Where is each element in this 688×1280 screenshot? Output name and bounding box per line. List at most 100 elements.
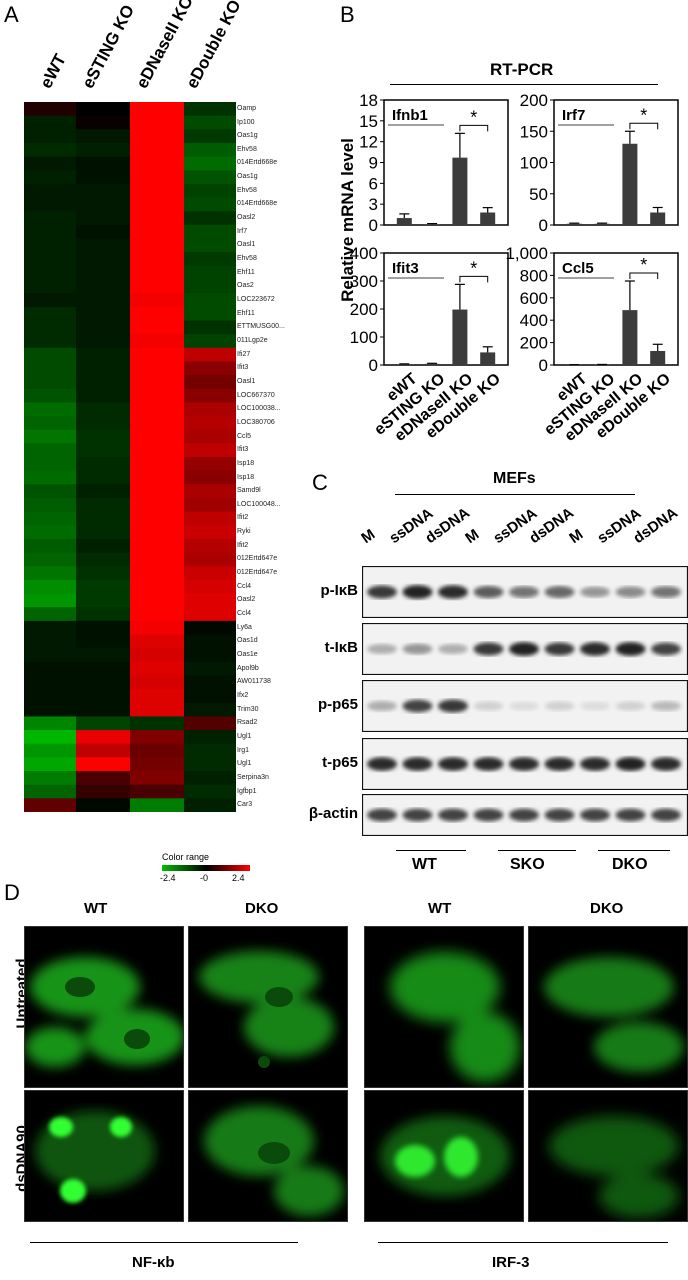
- heatmap-cell: [184, 388, 236, 403]
- heatmap-cell: [184, 702, 236, 718]
- blot-band: [651, 586, 681, 598]
- bar: [480, 352, 496, 365]
- heatmap-cell: [76, 361, 130, 376]
- signif-star: *: [470, 107, 477, 127]
- blot-band: [367, 808, 397, 822]
- gene-label: Ehf11: [237, 309, 255, 317]
- heatmap-cell: [130, 265, 184, 281]
- blot-band: [615, 701, 646, 711]
- signif-bracket: [459, 275, 489, 283]
- bar: [452, 309, 468, 365]
- blot-band: [473, 642, 504, 656]
- heatmap-cell: [130, 252, 184, 267]
- chart-name: Ifnb1: [392, 107, 428, 124]
- gene-label: Ly6a: [237, 623, 252, 631]
- heatmap-cell: [184, 620, 236, 636]
- heatmap-cell: [24, 224, 76, 240]
- blot-band: [367, 700, 397, 712]
- blot-band: [473, 808, 504, 822]
- heatmap-cell: [76, 743, 130, 758]
- heatmap-cell: [130, 620, 184, 636]
- heatmap-cell: [24, 306, 76, 322]
- gene-label: Ifit2: [237, 541, 249, 549]
- heatmap-cell: [184, 457, 236, 472]
- blot-band: [580, 757, 610, 771]
- heatmap-cell: [24, 525, 76, 540]
- group-label-dko: DKO: [612, 856, 648, 873]
- bar: [396, 218, 412, 225]
- heatmap-cell: [24, 511, 76, 526]
- bar-chart-ifnb1: 0 3 69 12 15 18 * Ifnb1: [359, 91, 509, 235]
- heatmap-cell: [24, 183, 76, 199]
- gene-label: Oasl1: [237, 377, 256, 385]
- heatmap-cell: [24, 443, 76, 458]
- bar: [566, 223, 582, 225]
- heatmap-cell: [76, 224, 130, 240]
- gene-label: Ugl1: [237, 760, 252, 768]
- heatmap-cell: [24, 661, 76, 677]
- heatmap-cell: [130, 771, 184, 786]
- color-range-title: Color range: [162, 852, 210, 862]
- heatmap-cell: [184, 102, 236, 117]
- heatmap-cell: [76, 197, 130, 212]
- gene-label: Irg1: [237, 746, 250, 754]
- heatmap-cell: [130, 279, 184, 294]
- heatmap-cell: [184, 279, 236, 294]
- heatmap-cell: [184, 429, 236, 444]
- gene-label: Apol9b: [237, 664, 259, 672]
- blot-band: [580, 642, 610, 656]
- d-bottom-line-irf3: [378, 1242, 668, 1243]
- gene-label: Ifi27: [237, 350, 251, 358]
- heatmap-cell: [130, 607, 184, 622]
- color-range-min: -2.4: [160, 873, 176, 883]
- heatmap-cell: [130, 798, 184, 812]
- blot-band: [580, 808, 610, 822]
- micrograph-wt-irf3-untreated: [364, 926, 524, 1088]
- heatmap-cell: [24, 388, 76, 403]
- heatmap-cell: [130, 675, 184, 690]
- gene-label: 014Ertd668e: [237, 159, 278, 167]
- heatmap-cell: [24, 170, 76, 185]
- gene-label: Ryki: [237, 528, 251, 536]
- heatmap-cell: [24, 142, 76, 158]
- heatmap-cell: [24, 497, 76, 513]
- heatmap-cell: [76, 416, 130, 431]
- heatmap-cell: [24, 265, 76, 281]
- gene-label: LOC667370: [237, 391, 275, 399]
- blot-band: [367, 585, 397, 599]
- gene-label: Ifit3: [237, 364, 249, 372]
- heatmap-cell: [76, 798, 130, 812]
- heatmap-cell: [24, 375, 76, 390]
- heatmap-cell: [130, 375, 184, 390]
- heatmap-cell: [24, 798, 76, 812]
- heatmap-cell: [24, 538, 76, 554]
- micrograph-image: [544, 957, 684, 1072]
- gene-label: Oasl1: [237, 241, 256, 249]
- heatmap-cell: [24, 293, 76, 308]
- heatmap-cell: [130, 457, 184, 472]
- y-tick-label: 200: [350, 300, 378, 319]
- gene-label: Oas1g: [237, 132, 258, 140]
- blot-band: [438, 643, 468, 655]
- heatmap-cell: [184, 183, 236, 199]
- heatmap-cell: [76, 716, 130, 731]
- y-tick-label: 800: [520, 266, 548, 285]
- heatmap-cell: [76, 552, 130, 567]
- micrograph-image: [390, 952, 520, 1082]
- heatmap-cell: [130, 293, 184, 308]
- gene-label: Ugl1: [237, 732, 252, 740]
- heatmap-cell: [76, 238, 130, 253]
- heatmap-cell: [184, 416, 236, 431]
- lane-label: M: [566, 525, 587, 547]
- bar: [424, 363, 440, 365]
- heatmap-cell: [76, 620, 130, 636]
- d-bottom-label-nfkb: NF-κb: [132, 1254, 175, 1271]
- heatmap-cell: [24, 470, 76, 485]
- heatmap-cell: [130, 129, 184, 144]
- y-tick-label: 3: [369, 195, 378, 214]
- bar: [396, 364, 412, 365]
- heatmap-cell: [24, 757, 76, 772]
- heatmap-cell: [24, 675, 76, 690]
- bar: [650, 351, 666, 365]
- heatmap-cell: [130, 102, 184, 117]
